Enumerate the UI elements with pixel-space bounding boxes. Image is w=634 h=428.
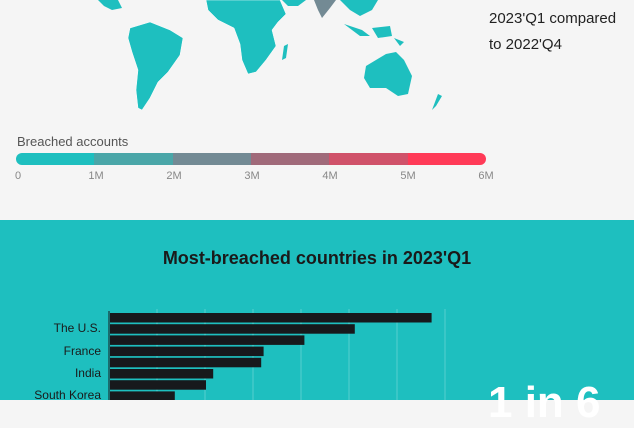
bar-label: South Korea	[34, 388, 101, 403]
scale-segment	[329, 153, 408, 165]
map-central-america	[98, 0, 122, 10]
scale-tick: 4M	[322, 170, 338, 182]
scale-tick: 0	[14, 170, 22, 182]
callout-stat: 1 in 6	[488, 378, 601, 427]
map-note-line1: 2023'Q1 compared	[489, 10, 617, 27]
world-map	[98, 0, 442, 111]
map-madagascar	[282, 44, 288, 60]
map-south-america	[127, 21, 184, 111]
bar-chart-section: Most-breached countries in 2023'Q1 The U…	[0, 220, 634, 427]
scale-segment	[172, 153, 251, 165]
bar	[110, 324, 355, 334]
scale-tick: 2M	[166, 170, 182, 182]
bar	[110, 369, 214, 379]
map-southeast-asia	[340, 0, 404, 46]
scale-segment	[250, 153, 330, 165]
bar	[110, 313, 432, 323]
chart-title: Most-breached countries in 2023'Q1	[162, 248, 472, 268]
scale-segment	[407, 153, 486, 165]
bar-label: India	[74, 366, 101, 380]
scale-tick: 6M	[478, 170, 494, 182]
scale-tick: 3M	[244, 170, 260, 182]
bar	[110, 391, 175, 400]
map-section: 2023'Q1 compared to 2022'Q4 Breached acc…	[14, 0, 617, 182]
bar-chart	[108, 309, 446, 400]
map-australia	[364, 52, 412, 96]
legend-title: Breached accounts	[17, 134, 129, 149]
color-scale	[16, 153, 486, 165]
map-middle-east	[282, 0, 306, 6]
bar	[110, 346, 264, 357]
bar-label: The U.S.	[53, 321, 101, 336]
scale-tick: 5M	[400, 170, 416, 182]
scale-tick: 1M	[88, 170, 104, 182]
bar	[110, 380, 206, 390]
scale-segment	[94, 153, 173, 165]
bar	[110, 357, 262, 368]
map-india	[314, 0, 336, 18]
bar	[110, 335, 305, 345]
map-note-line2: to 2022'Q4	[489, 36, 562, 53]
map-africa	[205, 0, 287, 75]
scale-segment	[16, 153, 95, 165]
map-new-zealand	[432, 94, 442, 110]
bar-label: France	[63, 343, 101, 358]
